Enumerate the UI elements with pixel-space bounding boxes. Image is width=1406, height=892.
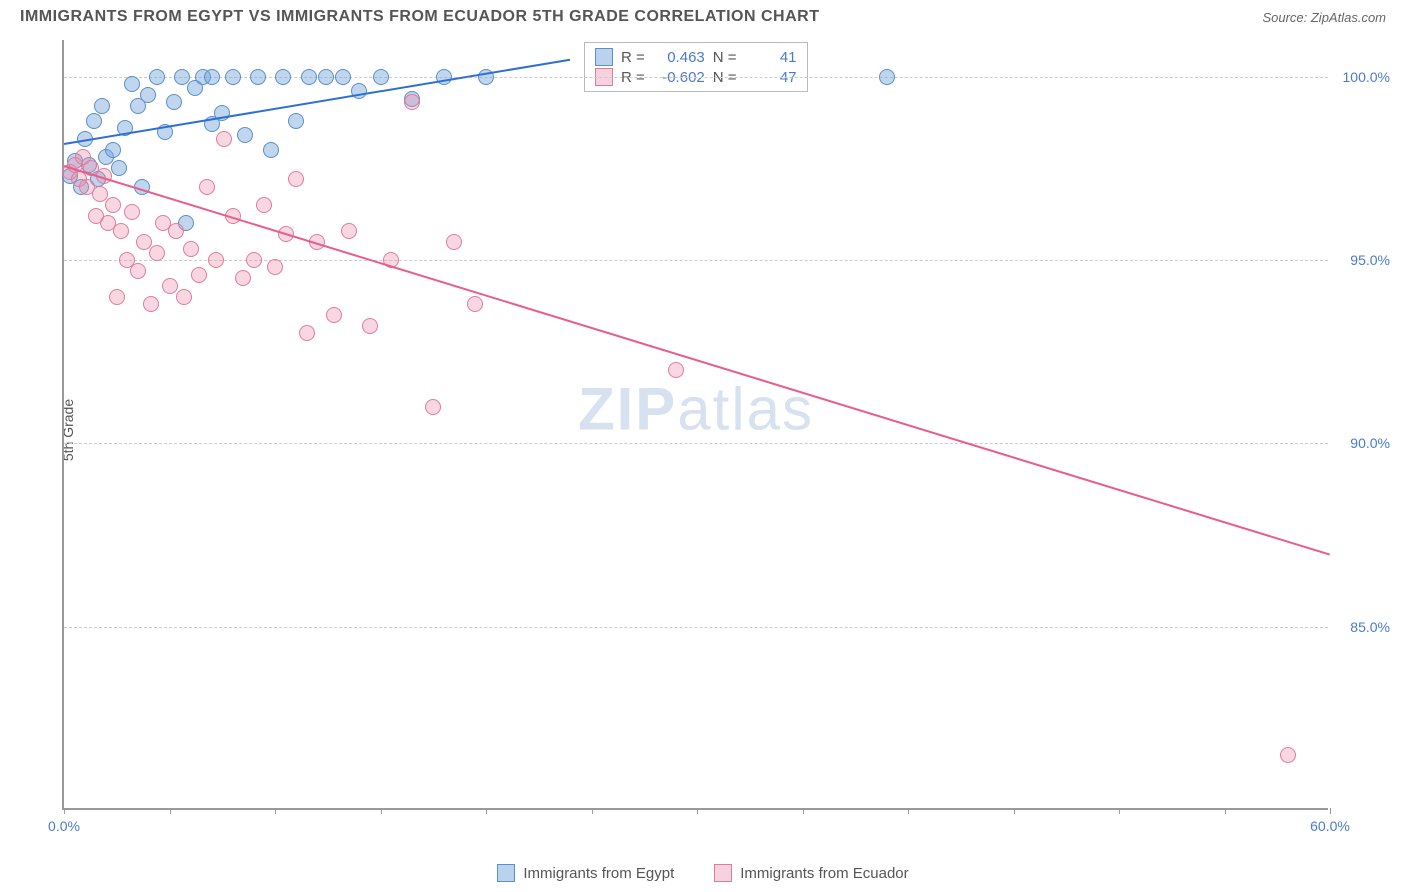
legend-label: Immigrants from Egypt [523,865,674,882]
x-tick [275,808,276,814]
x-tick-label: 0.0% [48,818,80,834]
data-point [124,76,140,92]
data-point [446,234,462,250]
data-point [467,296,483,312]
x-tick [697,808,698,814]
data-point [351,83,367,99]
stats-box: R = 0.463 N = 41 R = -0.602 N = 47 [584,42,808,92]
data-point [113,223,129,239]
data-point [425,399,441,415]
data-point [168,223,184,239]
chart-title: IMMIGRANTS FROM EGYPT VS IMMIGRANTS FROM… [20,8,819,26]
watermark-thin: atlas [677,375,814,442]
x-tick [908,808,909,814]
data-point [140,87,156,103]
swatch-icon [497,864,515,882]
data-point [288,113,304,129]
data-point [166,94,182,110]
x-tick [381,808,382,814]
data-point [199,179,215,195]
data-point [124,204,140,220]
data-point [111,160,127,176]
x-tick [486,808,487,814]
data-point [204,69,220,85]
x-tick [1119,808,1120,814]
data-point [130,263,146,279]
data-point [335,69,351,85]
data-point [183,241,199,257]
x-tick [803,808,804,814]
data-point [208,252,224,268]
bottom-legend: Immigrants from Egypt Immigrants from Ec… [0,864,1406,882]
swatch-icon [714,864,732,882]
data-point [191,267,207,283]
data-point [318,69,334,85]
data-point [94,98,110,114]
data-point [263,142,279,158]
data-point [267,259,283,275]
y-tick-label: 90.0% [1350,435,1390,451]
chart-container: 5th Grade ZIPatlas R = 0.463 N = 41 R = … [50,40,1390,820]
data-point [250,69,266,85]
data-point [237,127,253,143]
x-tick [64,808,65,814]
legend-label: Immigrants from Ecuador [740,865,908,882]
y-tick-label: 85.0% [1350,619,1390,635]
data-point [341,223,357,239]
y-tick-label: 95.0% [1350,252,1390,268]
data-point [326,307,342,323]
source-label: Source: ZipAtlas.com [1262,10,1386,25]
stat-r-value: 0.463 [653,49,705,66]
data-point [143,296,159,312]
stat-n-label: N = [713,49,737,66]
x-tick [170,808,171,814]
gridline [64,443,1328,444]
data-point [404,94,420,110]
data-point [256,197,272,213]
data-point [362,318,378,334]
x-tick [1225,808,1226,814]
data-point [1280,747,1296,763]
data-point [105,142,121,158]
data-point [299,325,315,341]
data-point [162,278,178,294]
data-point [288,171,304,187]
trend-line [64,165,1331,556]
legend-item-ecuador: Immigrants from Ecuador [714,864,908,882]
data-point [225,69,241,85]
swatch-icon [595,48,613,66]
stat-r-label: R = [621,49,645,66]
x-tick [1014,808,1015,814]
data-point [373,69,389,85]
data-point [149,69,165,85]
data-point [235,270,251,286]
data-point [275,69,291,85]
stats-row-egypt: R = 0.463 N = 41 [595,47,797,67]
data-point [109,289,125,305]
data-point [216,131,232,147]
data-point [879,69,895,85]
gridline [64,627,1328,628]
stat-n-value: 41 [745,49,797,66]
plot-area: ZIPatlas R = 0.463 N = 41 R = -0.602 N =… [62,40,1328,810]
x-tick [592,808,593,814]
y-tick-label: 100.0% [1343,69,1390,85]
legend-item-egypt: Immigrants from Egypt [497,864,674,882]
x-tick-label: 60.0% [1310,818,1350,834]
x-tick [1330,808,1331,814]
watermark-bold: ZIP [578,375,677,442]
data-point [668,362,684,378]
data-point [105,197,121,213]
data-point [246,252,262,268]
data-point [86,113,102,129]
data-point [176,289,192,305]
data-point [301,69,317,85]
data-point [149,245,165,261]
